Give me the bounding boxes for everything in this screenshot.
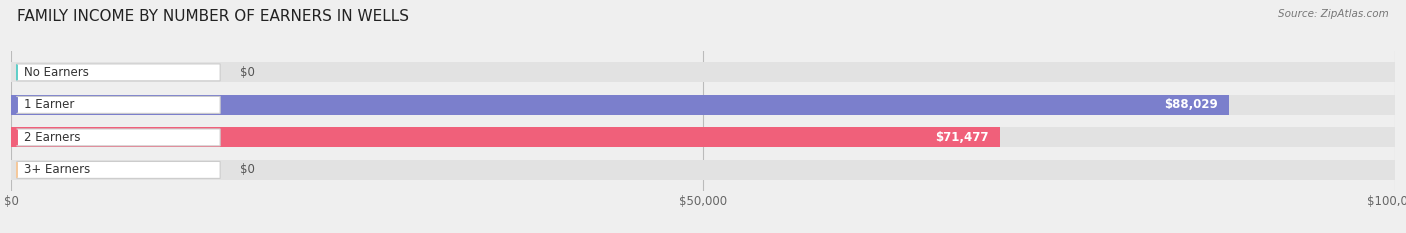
- Text: Source: ZipAtlas.com: Source: ZipAtlas.com: [1278, 9, 1389, 19]
- Text: $0: $0: [239, 163, 254, 176]
- Bar: [11, 127, 1000, 147]
- Text: $88,029: $88,029: [1164, 98, 1218, 111]
- Bar: [11, 62, 1395, 82]
- Text: 1 Earner: 1 Earner: [24, 98, 75, 111]
- FancyBboxPatch shape: [17, 96, 221, 113]
- FancyBboxPatch shape: [17, 161, 221, 178]
- Bar: [11, 160, 1395, 180]
- Bar: [11, 127, 1395, 147]
- Text: 3+ Earners: 3+ Earners: [24, 163, 90, 176]
- Text: $0: $0: [239, 66, 254, 79]
- Bar: [11, 95, 1229, 115]
- FancyBboxPatch shape: [17, 129, 221, 146]
- FancyBboxPatch shape: [17, 64, 221, 81]
- Text: $71,477: $71,477: [935, 131, 988, 144]
- Text: FAMILY INCOME BY NUMBER OF EARNERS IN WELLS: FAMILY INCOME BY NUMBER OF EARNERS IN WE…: [17, 9, 409, 24]
- Text: 2 Earners: 2 Earners: [24, 131, 80, 144]
- Text: No Earners: No Earners: [24, 66, 89, 79]
- Bar: [11, 95, 1395, 115]
